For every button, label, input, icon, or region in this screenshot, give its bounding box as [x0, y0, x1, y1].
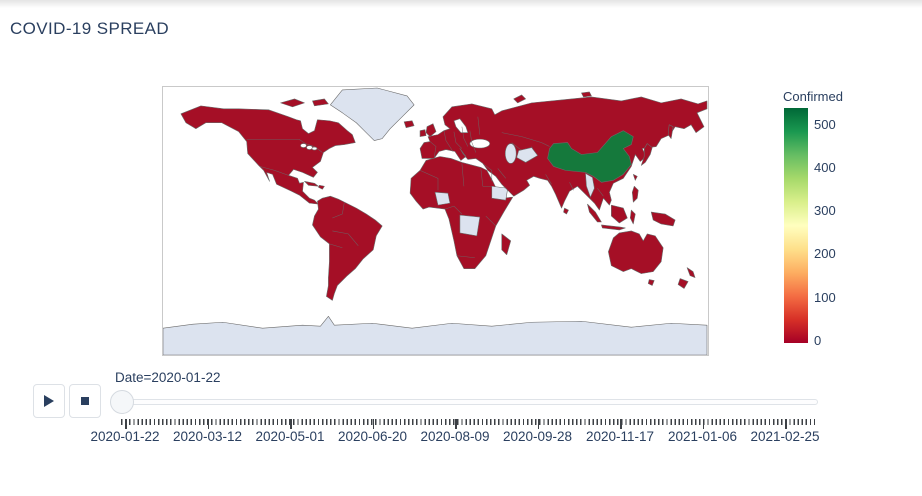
date-tick-label: 2020-06-20 — [337, 429, 408, 444]
great-lakes — [311, 146, 318, 151]
date-tick-label: 2021-01-06 — [667, 429, 738, 444]
colorbar-tick: 300 — [814, 203, 836, 218]
region-africa[interactable] — [409, 156, 514, 269]
border-kazakhstan — [501, 132, 550, 147]
border-africa — [456, 255, 475, 258]
region-taiwan — [632, 174, 638, 181]
stop-button[interactable] — [69, 384, 101, 418]
region-sulawesi — [629, 209, 636, 225]
region-new-zealand — [677, 278, 689, 289]
region-ireland — [419, 129, 427, 137]
region-myanmar-nodata — [585, 173, 595, 198]
colorbar-gradient — [784, 108, 808, 343]
slider-current-date-label: Date=2020-01-22 — [115, 370, 221, 385]
region-sumatra — [587, 203, 602, 223]
region-north-america[interactable] — [180, 105, 356, 205]
caspian-sea — [504, 143, 517, 164]
region-turkmenistan-nodata — [516, 147, 538, 163]
play-button[interactable] — [33, 384, 65, 418]
border-africa — [419, 170, 439, 191]
great-lakes — [300, 143, 307, 148]
colorbar-tick: 500 — [814, 117, 836, 132]
border-middle-east — [497, 168, 506, 179]
date-tick-label: 2021-02-25 — [750, 429, 820, 444]
date-tick-label: 2020-05-01 — [255, 429, 325, 444]
border-europe — [453, 131, 463, 149]
world-map[interactable] — [163, 87, 708, 355]
slider-track[interactable] — [122, 399, 818, 405]
region-novaya-zemlya — [513, 94, 526, 104]
date-tick-label: 2020-09-28 — [502, 429, 573, 444]
border-south-america — [332, 202, 345, 219]
date-tick-label: 2020-08-09 — [420, 429, 490, 444]
border-us-mexico — [259, 166, 289, 176]
date-tick-label: 2020-03-12 — [172, 429, 243, 444]
great-lakes — [306, 145, 313, 150]
stop-icon — [81, 397, 89, 405]
border-europe — [461, 126, 469, 147]
border-russia-west — [477, 116, 481, 135]
border-south-america — [332, 230, 359, 246]
border-india-east — [569, 182, 574, 191]
border-india-pakistan — [545, 174, 552, 185]
region-australia[interactable] — [608, 230, 664, 274]
colorbar-tick: 0 — [814, 333, 822, 348]
border-africa — [444, 205, 463, 215]
border-europe — [443, 130, 454, 152]
arctic-islands — [312, 98, 329, 107]
top-shadow-strip — [0, 0, 922, 8]
region-greenland[interactable] — [330, 87, 415, 141]
black-sea — [469, 138, 491, 149]
region-hispaniola — [318, 184, 325, 190]
region-south-sudan-nodata — [491, 185, 509, 201]
border-central-asia — [511, 142, 522, 151]
page-title: COVID-19 SPREAD — [10, 19, 170, 38]
date-tick-label: 2020-11-17 — [585, 429, 655, 444]
border-africa — [461, 163, 465, 187]
slider-minor-ticks — [121, 419, 815, 425]
play-icon — [44, 395, 54, 407]
region-tasmania — [647, 279, 655, 286]
slider-date-axis: 2020-01-22 2020-03-12 2020-05-01 2020-06… — [90, 429, 819, 445]
region-japan — [640, 143, 653, 166]
colorbar-tick: 400 — [814, 160, 836, 175]
border-southeast-asia — [597, 188, 604, 197]
region-sakhalin — [667, 124, 674, 139]
region-new-guinea — [650, 211, 676, 227]
border-europe — [429, 141, 437, 159]
region-iceland — [403, 120, 415, 128]
colorbar-title: Confirmed — [783, 89, 843, 104]
region-java — [601, 224, 626, 231]
colorbar-tick: 100 — [814, 290, 836, 305]
region-great-britain — [425, 123, 437, 137]
arctic-islands — [280, 98, 305, 108]
slider-handle[interactable] — [110, 390, 134, 414]
border-europe — [469, 130, 477, 153]
region-sri-lanka — [563, 207, 569, 215]
region-west-africa-nodata — [434, 191, 451, 206]
region-severnaya-zemlya — [581, 91, 592, 98]
baltic-sea — [453, 118, 469, 133]
region-borneo — [611, 204, 628, 224]
region-madagascar — [501, 233, 512, 256]
region-cuba — [304, 180, 319, 187]
colorbar-tick: 200 — [814, 246, 836, 261]
region-china[interactable] — [547, 130, 634, 183]
region-south-america[interactable] — [312, 195, 383, 301]
border-africa — [485, 215, 496, 227]
border-middle-east — [483, 164, 493, 182]
border-africa — [480, 168, 494, 187]
region-new-zealand — [686, 267, 696, 278]
region-philippines — [631, 185, 639, 203]
date-tick-label: 2020-01-22 — [90, 429, 160, 444]
region-antarctica — [163, 315, 708, 355]
slider-major-ticks — [125, 419, 787, 429]
border-south-america — [329, 243, 343, 249]
region-zambia-nodata — [459, 214, 481, 237]
choropleth-map-panel[interactable] — [162, 86, 709, 356]
